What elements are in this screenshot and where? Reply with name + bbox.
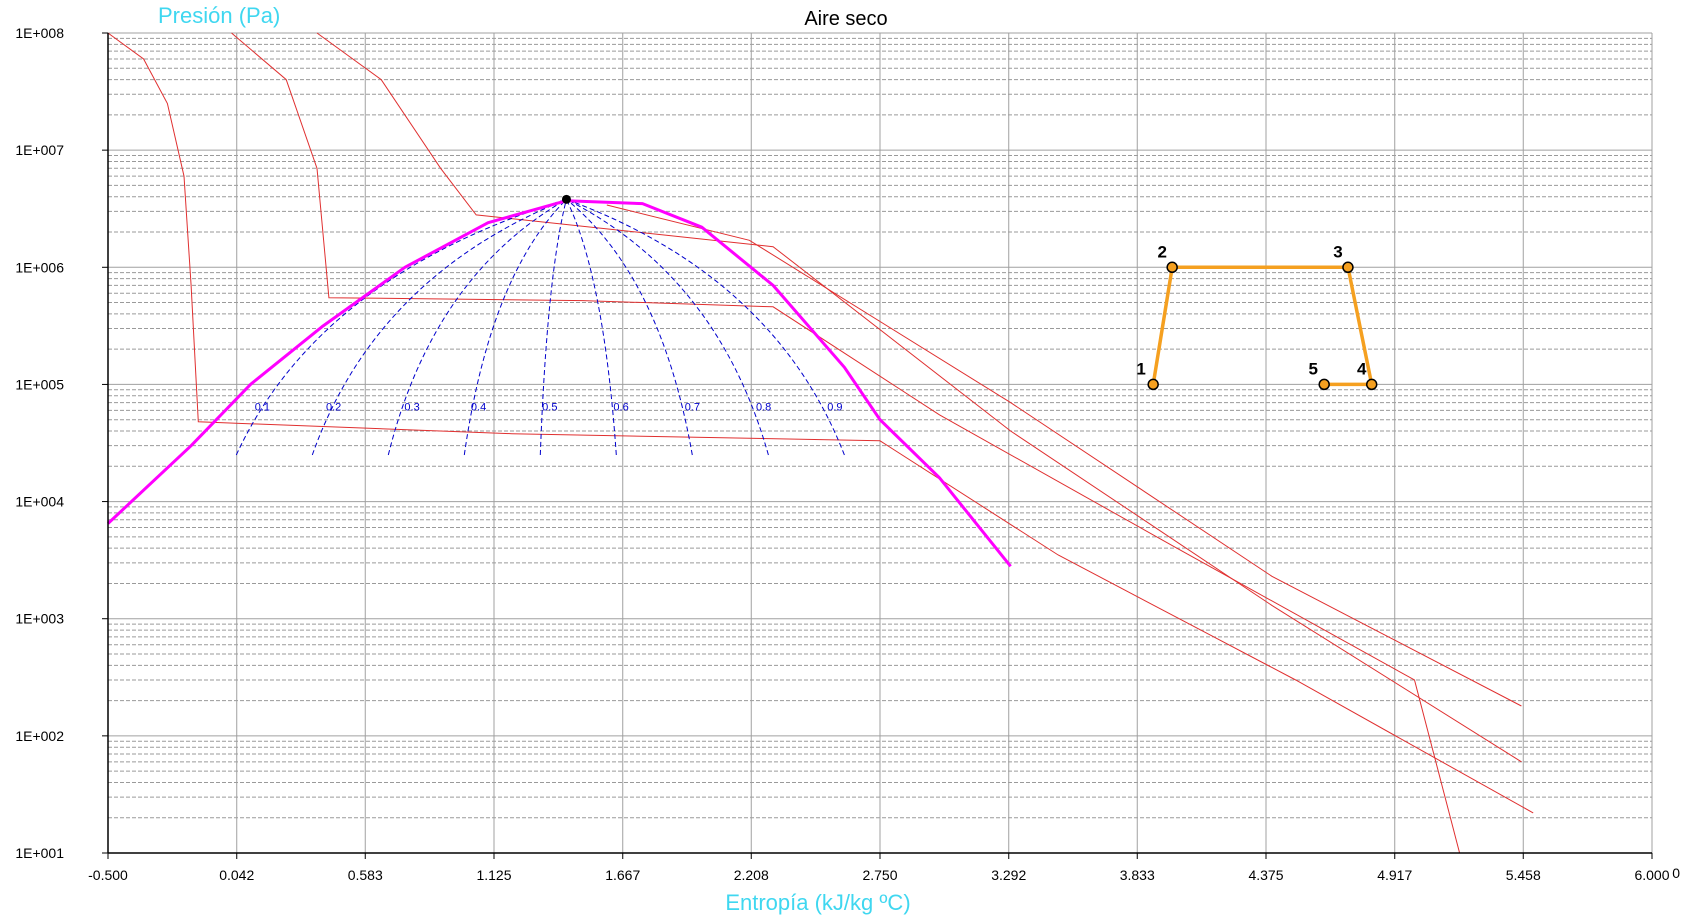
cycle-point <box>1365 378 1378 391</box>
x-tick-label: 3.833 <box>1120 867 1155 883</box>
cycle-point <box>1342 261 1354 274</box>
quality-line <box>539 199 567 456</box>
quality-line <box>566 198 769 456</box>
saturation-dome <box>106 194 1012 568</box>
isotherm-line <box>316 32 1522 763</box>
saturation-curve <box>106 199 1012 568</box>
x-tick-label: 1.667 <box>605 867 640 883</box>
x-tick-label: 5.458 <box>1506 867 1541 883</box>
quality-label: 0.2 <box>326 401 341 413</box>
x-tick-label: 4.375 <box>1248 867 1283 883</box>
cycle: 1 2 3 4 5 <box>1136 242 1378 391</box>
x-tick-extra: 0 <box>1672 865 1680 881</box>
cycle-point-label: 4 <box>1357 359 1367 378</box>
quality-label: 0.6 <box>613 401 628 413</box>
x-tick-label: 0.583 <box>348 867 383 883</box>
quality-line <box>565 199 617 456</box>
isotherm-line <box>107 32 1534 814</box>
quality-label: 0.9 <box>827 401 842 413</box>
x-tick-label: 6.000 <box>1634 867 1669 883</box>
quality-line <box>566 198 845 456</box>
quality-label: 0.3 <box>404 401 419 413</box>
quality-label: 0.4 <box>471 401 486 413</box>
isotherm-line <box>231 32 1461 854</box>
y-tick-label: 1E+008 <box>15 25 64 41</box>
isotherm-lines <box>107 32 1534 854</box>
y-tick-label: 1E+007 <box>15 142 64 158</box>
quality-line <box>566 199 693 456</box>
quality-line <box>311 198 567 456</box>
quality-line <box>463 199 567 456</box>
x-tick-label: 1.125 <box>476 867 511 883</box>
cycle-point <box>1147 378 1159 391</box>
chart-title: Aire seco <box>804 8 887 30</box>
cycle-point-label: 3 <box>1333 242 1342 261</box>
quality-line <box>387 198 567 456</box>
y-tick-label: 1E+002 <box>15 728 64 744</box>
x-tick-label: 2.208 <box>734 867 769 883</box>
y-tick-label: 1E+006 <box>15 259 64 275</box>
axes: -0.500 0.042 0.583 1.125 1.667 2.208 2.750 3.29… <box>15 25 1680 883</box>
quality-label: 0.7 <box>685 401 700 413</box>
cycle-point-label: 1 <box>1136 359 1145 378</box>
y-tick-label: 1E+005 <box>15 376 64 392</box>
x-tick-label: 3.292 <box>991 867 1026 883</box>
quality-line <box>235 198 567 456</box>
cycle-point-label: 2 <box>1157 242 1166 261</box>
x-axis-label: Entropía (kJ/kg ºC) <box>725 890 910 915</box>
quality-label: 0.5 <box>542 401 557 413</box>
critical-point <box>561 194 571 204</box>
x-tick-label: 0.042 <box>219 867 254 883</box>
cycle-point-label: 5 <box>1308 359 1317 378</box>
quality-label: 0.1 <box>255 401 270 413</box>
quality-label: 0.8 <box>756 401 771 413</box>
x-tick-label: 4.917 <box>1377 867 1412 883</box>
cycle-point <box>1318 378 1330 391</box>
quality-lines: 0.1 0.2 0.3 0.4 0.5 0.6 0.7 0.8 0.9 <box>235 198 845 456</box>
x-tick-label: 2.750 <box>862 867 897 883</box>
x-tick-label: -0.500 <box>88 867 128 883</box>
cycle-point <box>1166 261 1178 274</box>
y-tick-label: 1E+004 <box>15 494 64 510</box>
y-axis-label: Presión (Pa) <box>158 3 280 28</box>
y-tick-label: 1E+001 <box>15 845 64 861</box>
y-tick-label: 1E+003 <box>15 611 64 627</box>
